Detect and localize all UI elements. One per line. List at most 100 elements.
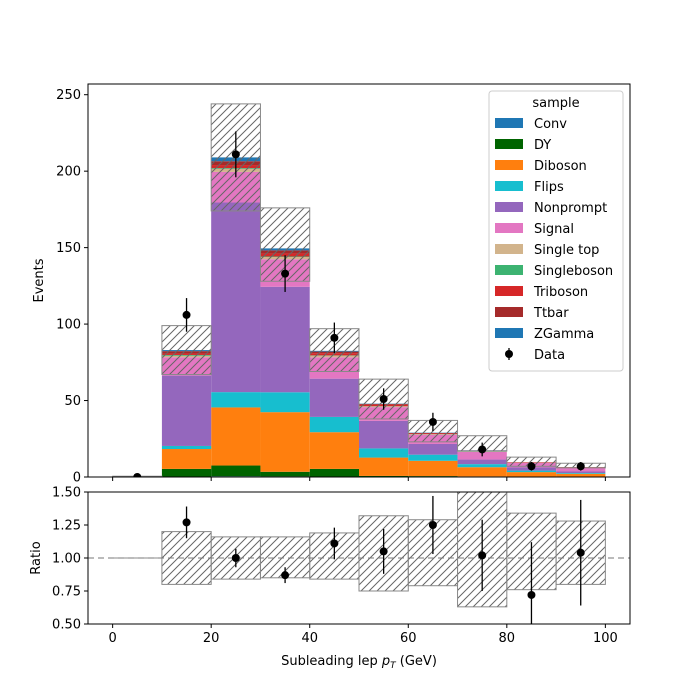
top-ytick-label: 100 [56,318,81,333]
ratio-point-2 [231,554,240,562]
bar-nonprompt-bin-7 [457,459,507,465]
ratio-xtick-label: 40 [301,631,318,646]
legend-swatch-zgamma [495,328,523,338]
ratio-ytick-label: 1.25 [52,519,81,534]
ratio-xlabel: Subleading lep pT (GeV) [281,654,437,671]
legend-swatch-dy [495,139,523,149]
bar-diboson-bin-6 [408,460,458,477]
ratio-ylabel: Ratio [29,541,44,574]
legend-label-signal: Signal [534,222,574,237]
data-point-1 [182,310,191,319]
bar-diboson-bin-7 [457,467,507,477]
legend-label-conv: Conv [534,117,567,132]
legend-label-zgamma: ZGamma [534,327,594,342]
ratio-point-7 [478,551,487,560]
bar-flips-bin-5 [359,448,409,458]
main-histogram-panel [112,103,606,477]
bar-dy-bin-3 [260,471,310,477]
bar-flips-bin-9 [556,473,606,474]
data-point-3 [281,269,290,278]
ratio-point-9 [576,548,585,557]
bar-flips-bin-1 [161,445,212,450]
bar-dy-bin-6 [408,476,458,477]
legend-swatch-single-top [495,244,523,254]
ratio-ytick-label: 1.00 [52,552,81,567]
uncertainty-band-bin-1 [161,325,212,376]
bar-flips-bin-6 [408,454,458,461]
data-point-2 [231,150,240,159]
bar-flips-bin-3 [260,392,310,413]
data-point-7 [478,445,487,454]
data-point-9 [576,462,585,471]
legend-label-nonprompt: Nonprompt [534,201,607,216]
bar-flips-bin-7 [457,464,507,468]
ratio-point-6 [428,521,437,529]
bar-nonprompt-bin-6 [408,443,458,455]
bar-diboson-bin-1 [161,449,212,469]
legend-label-single-top: Single top [534,243,599,258]
bar-diboson-bin-8 [506,472,557,477]
ratio-xtick-label: 0 [108,631,116,646]
ratio-ytick-label: 0.75 [52,585,81,600]
legend-data-marker [505,350,513,358]
bar-nonprompt-bin-3 [260,286,310,393]
bar-dy-bin-4 [309,468,359,477]
bar-diboson-bin-4 [309,432,359,469]
legend-swatch-nonprompt [495,202,523,212]
bar-diboson-bin-2 [211,407,261,466]
data-point-8 [527,462,536,471]
bar-dy-bin-1 [161,468,212,477]
legend-label-triboson: Triboson [533,285,588,300]
ratio-point-1 [182,518,191,527]
bar-nonprompt-bin-1 [161,375,212,446]
ratio-xtick-label: 80 [499,631,516,646]
legend-swatch-signal [495,223,523,233]
legend-swatch-singleboson [495,265,523,275]
top-ytick-label: 200 [56,165,81,180]
data-point-5 [379,395,388,404]
bar-nonprompt-bin-9 [556,471,606,474]
bar-nonprompt-bin-2 [211,202,261,393]
bar-diboson-bin-5 [359,457,409,476]
legend-swatch-ttbar [495,307,523,317]
data-point-4 [330,333,339,342]
legend-swatch-triboson [495,286,523,296]
ratio-point-5 [379,547,388,556]
top-ytick-label: 250 [56,88,81,103]
legend-swatch-flips [495,181,523,191]
bar-nonprompt-bin-4 [309,378,359,417]
bar-flips-bin-4 [309,416,359,433]
ratio-panel [88,492,630,624]
legend: sample Conv DY Diboson Flips Nonprompt Signal S… [488,90,624,372]
legend-title: sample [532,96,579,111]
legend-swatch-diboson [495,160,523,170]
ratio-xtick-label: 100 [593,631,618,646]
top-ylabel: Events [32,258,47,302]
bar-diboson-bin-9 [556,473,606,477]
legend-label-data: Data [534,348,565,363]
ratio-point-8 [527,590,536,599]
legend-label-flips: Flips [534,180,564,195]
ratio-point-3 [281,571,290,580]
top-ytick-label: 50 [64,394,81,409]
ratio-ytick-label: 0.50 [52,618,81,633]
bar-flips-bin-2 [211,392,261,408]
top-ytick-label: 150 [56,241,81,256]
bar-nonprompt-bin-5 [359,420,409,449]
top-ytick-label: 0 [73,471,81,486]
legend-label-diboson: Diboson [534,159,587,174]
data-point-0 [133,473,142,477]
ratio-point-4 [330,539,339,548]
bar-dy-bin-2 [211,465,261,477]
legend-swatch-conv [495,118,523,128]
legend-label-singleboson: Singleboson [534,264,613,279]
bar-dy-bin-5 [359,475,409,477]
bar-diboson-bin-3 [260,412,310,472]
ratio-ytick-label: 1.50 [52,486,81,501]
ratio-xtick-label: 60 [400,631,417,646]
bar-flips-bin-8 [506,470,557,473]
data-point-6 [428,417,437,426]
legend-label-dy: DY [534,138,551,153]
